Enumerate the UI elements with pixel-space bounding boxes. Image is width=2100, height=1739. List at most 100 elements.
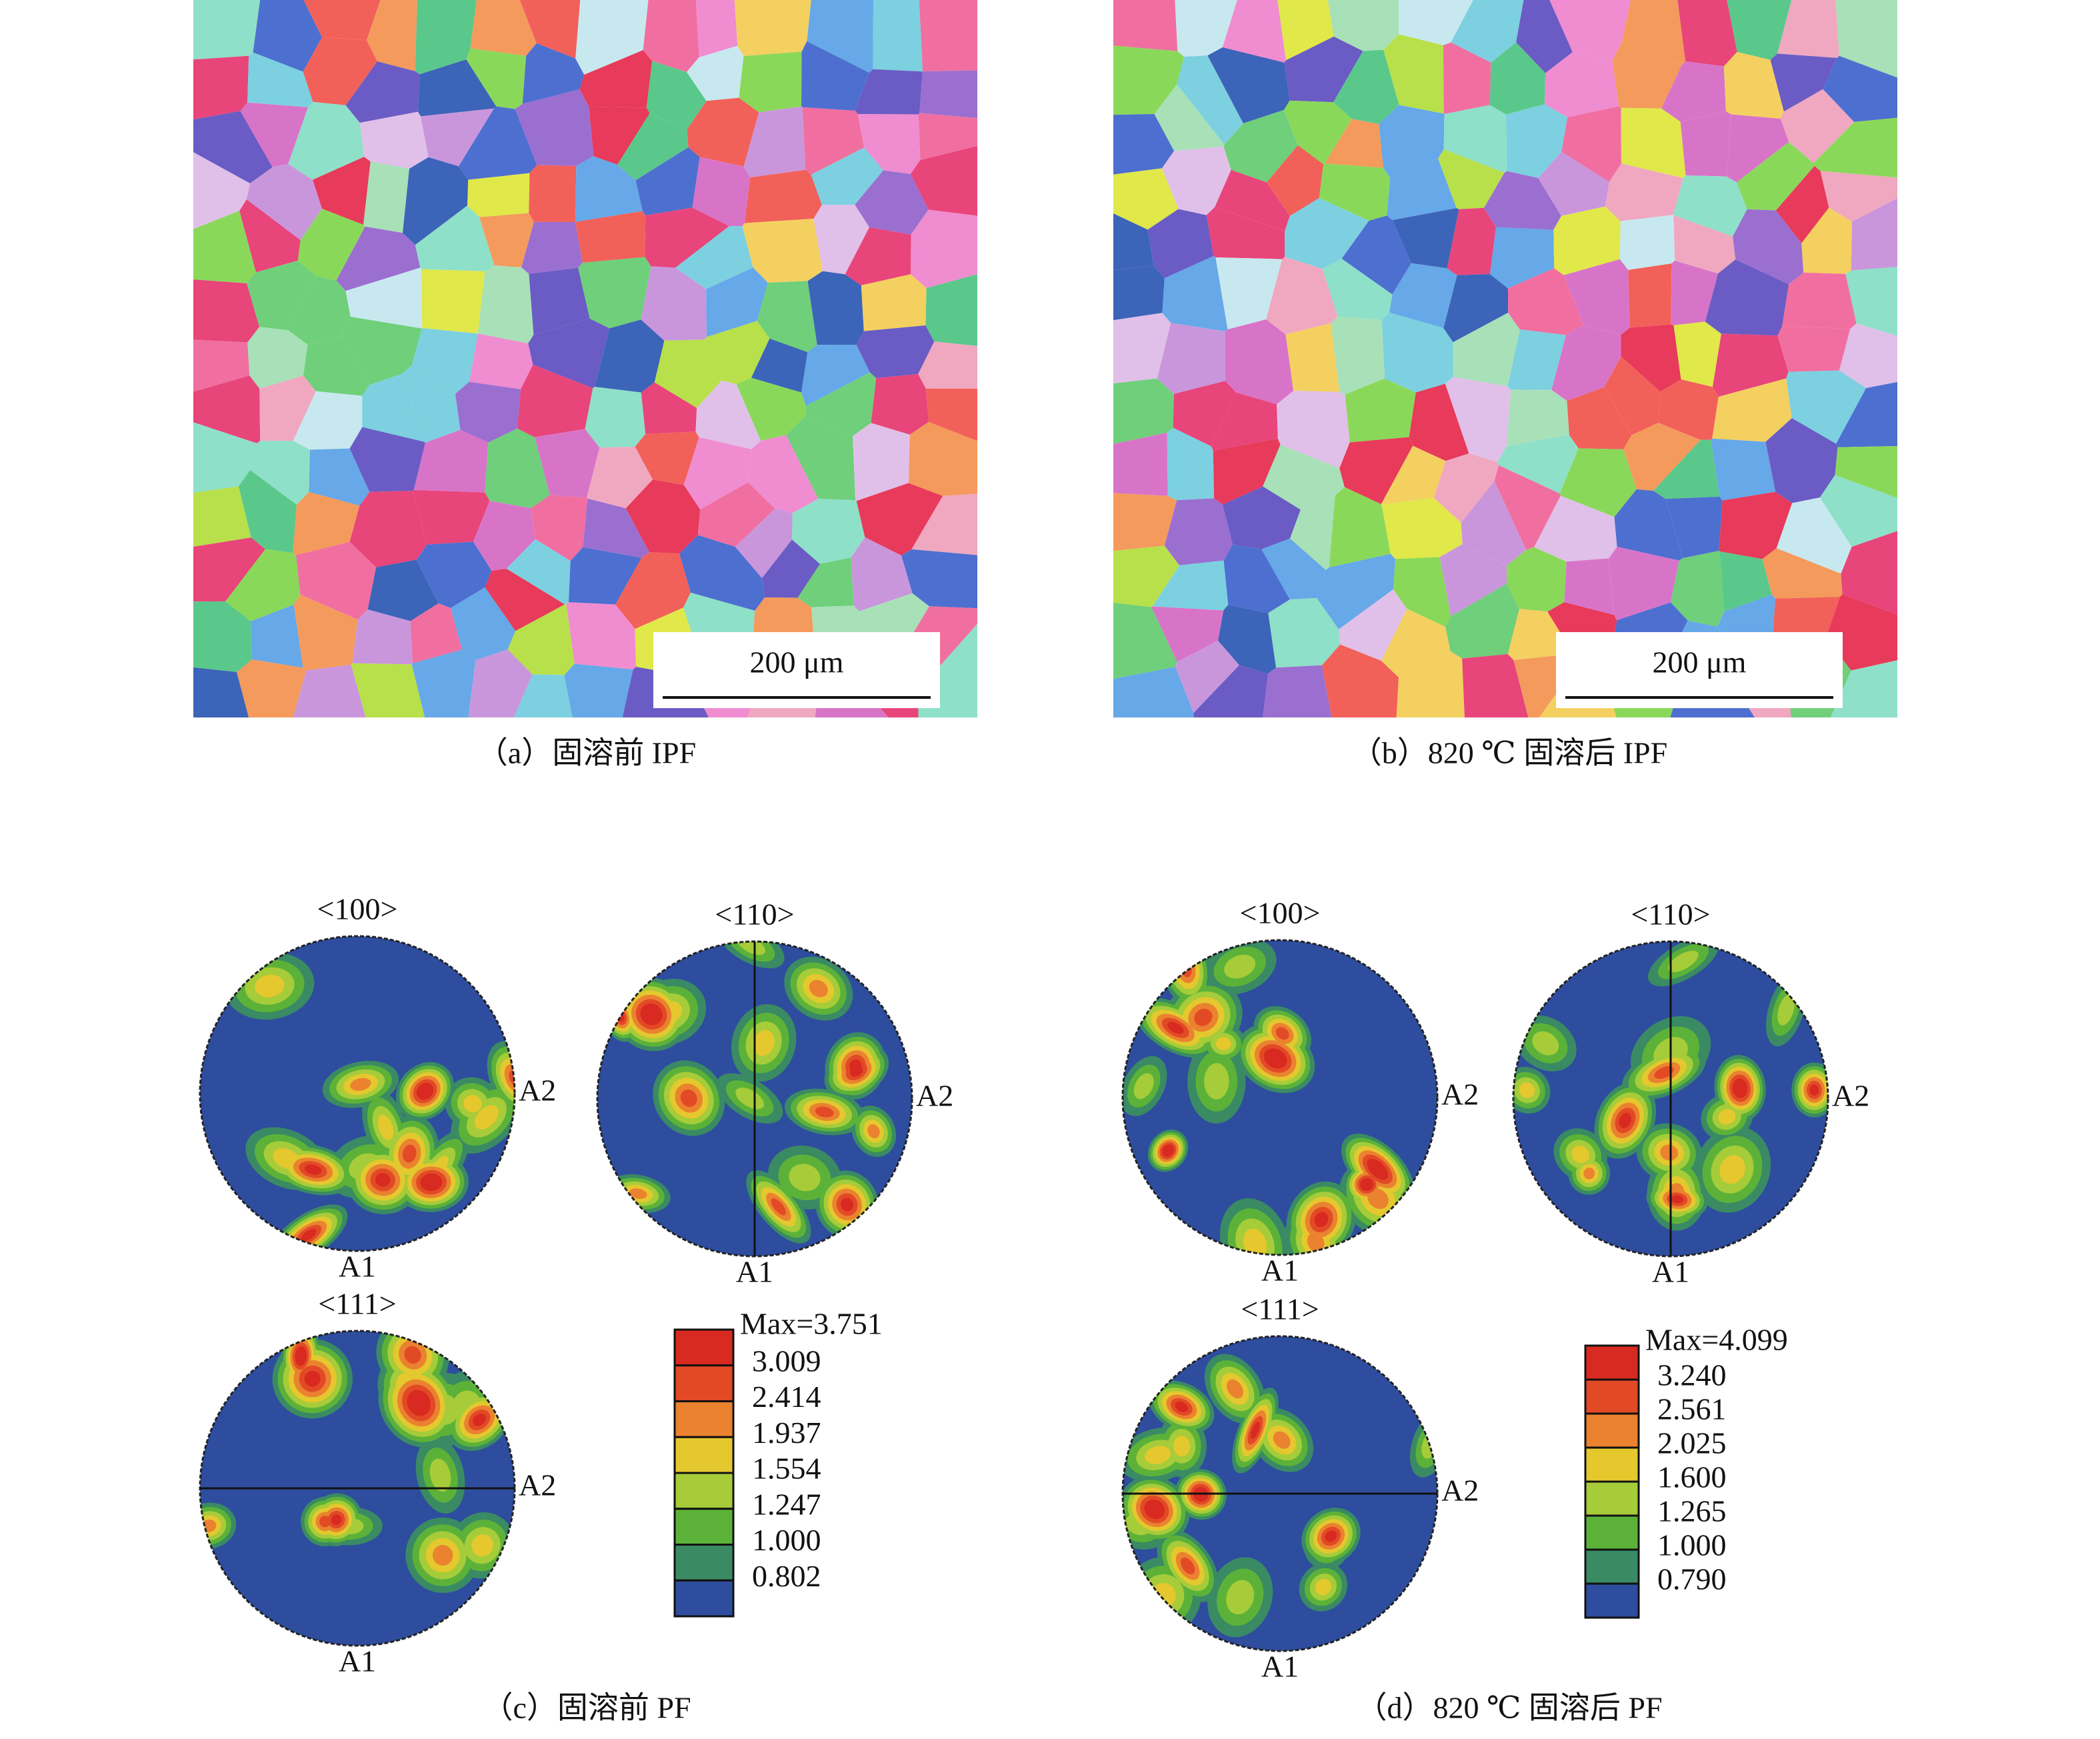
grain <box>1786 370 1867 444</box>
grain <box>1621 0 1686 65</box>
pf-contour <box>1668 950 1699 972</box>
pf-contour <box>1275 1027 1289 1040</box>
grain <box>1445 583 1519 659</box>
pf-contour <box>1325 1530 1337 1542</box>
grain <box>744 169 822 223</box>
grain <box>625 479 701 554</box>
grain <box>303 335 370 396</box>
grain <box>1545 52 1619 117</box>
grain <box>1680 111 1731 177</box>
grain <box>485 568 565 631</box>
grain <box>1782 272 1857 329</box>
grain <box>1712 378 1792 442</box>
grain <box>1671 260 1719 325</box>
grain <box>1396 651 1465 717</box>
legend-level: 1.265 <box>1657 1494 1727 1528</box>
pf-contour <box>1173 1436 1190 1457</box>
pf-axis-label: A1 <box>339 1250 376 1284</box>
grain <box>535 429 600 498</box>
grain <box>687 97 759 167</box>
pf-contour <box>1204 1063 1229 1100</box>
grain <box>748 435 819 513</box>
grain <box>239 199 301 273</box>
grain <box>683 437 752 510</box>
grain <box>1266 257 1338 335</box>
grain <box>1737 141 1815 211</box>
grain <box>1658 379 1719 440</box>
grain <box>1381 609 1451 677</box>
grain <box>1290 495 1335 570</box>
grain <box>529 267 590 335</box>
grain <box>247 260 317 331</box>
grain <box>1776 497 1852 574</box>
grain <box>418 59 497 117</box>
grain <box>1673 175 1747 237</box>
grain <box>1152 560 1229 611</box>
grain <box>583 498 650 558</box>
grain <box>1841 531 1897 615</box>
grain <box>1727 0 1792 60</box>
grain <box>1507 547 1567 612</box>
grain <box>1277 0 1334 61</box>
grain <box>1329 487 1391 567</box>
grain <box>855 69 923 115</box>
legend-swatch <box>1584 1582 1640 1619</box>
grain <box>1162 255 1228 331</box>
pf-contour <box>680 1089 697 1107</box>
grain <box>1317 553 1396 629</box>
pf-contour <box>304 1164 322 1175</box>
grain <box>643 0 699 72</box>
legend-level: 3.009 <box>752 1344 821 1378</box>
grain <box>1113 113 1175 175</box>
pf-contour <box>1226 1580 1255 1615</box>
grain <box>1777 326 1851 372</box>
grain <box>1497 435 1579 494</box>
grain <box>1211 392 1278 451</box>
grain <box>742 219 823 283</box>
grain <box>293 594 358 671</box>
grain <box>566 602 637 669</box>
grain <box>193 211 256 283</box>
grain <box>615 552 691 629</box>
grain <box>579 50 653 108</box>
grain <box>1381 312 1453 393</box>
pf-axis-label: A2 <box>1441 1078 1479 1112</box>
grain <box>807 271 864 345</box>
pf-title: <100> <box>1240 896 1321 930</box>
pf-contour <box>1619 1112 1632 1128</box>
grain <box>1612 41 1682 109</box>
pf-contour <box>1180 1557 1195 1574</box>
legend-level: 1.937 <box>752 1416 821 1450</box>
grain <box>293 664 366 717</box>
grain <box>1705 259 1789 336</box>
grain <box>193 279 260 343</box>
grain <box>918 113 977 161</box>
grain <box>1113 378 1174 444</box>
grain <box>240 102 309 167</box>
grain <box>919 0 977 72</box>
pf-contour <box>1315 1579 1331 1596</box>
grain <box>1564 558 1615 615</box>
ipf-map <box>1113 0 1897 717</box>
grain <box>402 157 469 245</box>
pf-contour <box>295 1346 307 1366</box>
grain <box>1154 84 1225 151</box>
grain <box>193 55 249 120</box>
grain <box>485 428 550 509</box>
grain <box>1775 165 1829 243</box>
grain <box>1177 55 1243 145</box>
grain <box>1284 36 1363 103</box>
pf-axis-label: A1 <box>1261 1254 1299 1288</box>
grain <box>1113 313 1171 384</box>
pole-figure <box>200 1331 515 1646</box>
legend-level: 2.025 <box>1657 1426 1727 1460</box>
grain <box>1665 496 1723 559</box>
grain <box>575 211 646 263</box>
pf-contour <box>1162 1144 1174 1158</box>
grain <box>1762 548 1843 599</box>
grain <box>1267 145 1324 216</box>
grain <box>1723 51 1784 119</box>
grain <box>345 61 420 123</box>
pf-axis-label: A1 <box>736 1255 773 1289</box>
grain <box>1451 0 1524 63</box>
